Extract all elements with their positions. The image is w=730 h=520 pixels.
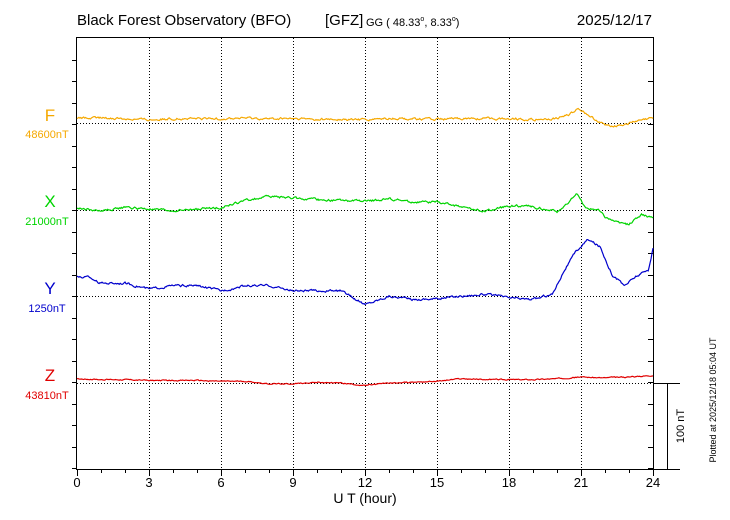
x-tick-label: 0 (73, 475, 80, 490)
baseline-value-f: 48600nT (25, 129, 69, 141)
x-tick-label: 18 (502, 475, 516, 490)
station-title: Black Forest Observatory (BFO) (77, 12, 291, 29)
x-tick-label: 21 (574, 475, 588, 490)
series-f-line (76, 107, 654, 128)
x-tick-label: 3 (145, 475, 152, 490)
x-axis-label: U T (hour) (333, 490, 396, 506)
x-tick-label: 6 (217, 475, 224, 490)
grid-layer (77, 38, 653, 469)
tick-layer: 0 3 6 9 12 15 18 21 24 (72, 60, 660, 490)
series-x-line (76, 193, 654, 226)
x-tick-label: 24 (646, 475, 660, 490)
degree-symbol-2: o (452, 16, 456, 23)
series-z-line (76, 375, 653, 387)
x-tick-label: 15 (430, 475, 444, 490)
component-label-z: Z (45, 366, 55, 385)
plot-date: 2025/12/17 (577, 12, 652, 29)
label-layer: F 48600nT X 21000nT Y 1250nT Z 43810nT (25, 106, 69, 402)
x-tick-label: 9 (289, 475, 296, 490)
series-layer (76, 107, 654, 387)
coord-separator: , 8.33 (424, 17, 452, 29)
component-label-x: X (44, 192, 55, 211)
x-tick-label: 12 (358, 475, 372, 490)
coord-prefix: GG ( 48.33 (366, 17, 420, 29)
plotted-timestamp: Plotted at 2025/12/18 05:04 UT (708, 337, 718, 463)
baseline-value-z: 43810nT (25, 390, 69, 402)
degree-symbol-1: o (420, 16, 424, 23)
scale-bar-label: 100 nT (675, 409, 687, 444)
coord-suffix: ) (456, 17, 460, 29)
baseline-value-y: 1250nT (28, 303, 66, 315)
component-label-f: F (45, 106, 55, 125)
agency-label: [GFZ] (325, 12, 363, 29)
station-coordinates: GG ( 48.33o, 8.33o) (366, 16, 459, 29)
component-label-y: Y (44, 279, 55, 298)
baseline-value-x: 21000nT (25, 216, 69, 228)
series-y-line (76, 238, 654, 306)
